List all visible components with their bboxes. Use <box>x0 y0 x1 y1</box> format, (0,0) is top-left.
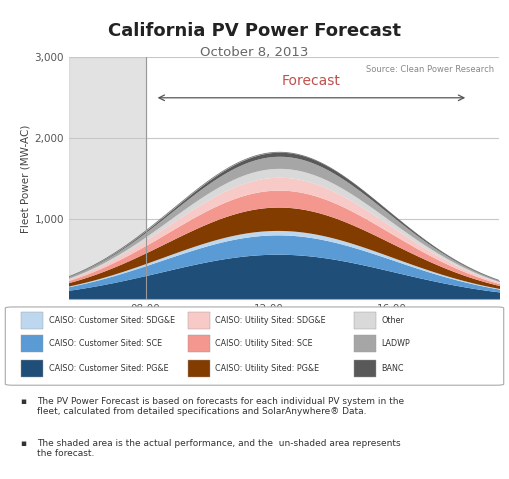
Text: Source: Clean Power Research: Source: Clean Power Research <box>366 65 495 74</box>
Text: Forecast: Forecast <box>282 74 341 88</box>
FancyBboxPatch shape <box>354 312 376 330</box>
FancyBboxPatch shape <box>187 335 210 353</box>
Text: The shaded area is the actual performance, and the  un-shaded area represents
th: The shaded area is the actual performanc… <box>37 439 401 458</box>
Y-axis label: Fleet Power (MW-AC): Fleet Power (MW-AC) <box>20 124 30 233</box>
Text: LADWP: LADWP <box>382 339 410 348</box>
FancyBboxPatch shape <box>21 335 43 353</box>
Text: CAISO: Customer Sited: PG&E: CAISO: Customer Sited: PG&E <box>49 364 169 373</box>
Text: CAISO: Customer Sited: SDG&E: CAISO: Customer Sited: SDG&E <box>49 316 176 325</box>
Text: BANC: BANC <box>382 364 404 373</box>
FancyBboxPatch shape <box>354 335 376 353</box>
Text: Other: Other <box>382 316 405 325</box>
Text: CAISO: Utility Sited: SDG&E: CAISO: Utility Sited: SDG&E <box>215 316 326 325</box>
Text: October 8, 2013: October 8, 2013 <box>201 46 308 58</box>
Text: The PV Power Forecast is based on forecasts for each individual PV system in the: The PV Power Forecast is based on foreca… <box>37 397 404 417</box>
FancyBboxPatch shape <box>354 360 376 377</box>
Text: CAISO: Utility Sited: PG&E: CAISO: Utility Sited: PG&E <box>215 364 320 373</box>
Text: ▪: ▪ <box>20 439 26 448</box>
Bar <box>69 57 146 299</box>
FancyBboxPatch shape <box>187 360 210 377</box>
FancyBboxPatch shape <box>187 312 210 330</box>
FancyBboxPatch shape <box>5 307 504 385</box>
Text: CAISO: Customer Sited: SCE: CAISO: Customer Sited: SCE <box>49 339 162 348</box>
Text: California PV Power Forecast: California PV Power Forecast <box>108 22 401 40</box>
FancyBboxPatch shape <box>21 360 43 377</box>
Text: CAISO: Utility Sited: SCE: CAISO: Utility Sited: SCE <box>215 339 313 348</box>
Text: ▪: ▪ <box>20 397 26 406</box>
FancyBboxPatch shape <box>21 312 43 330</box>
